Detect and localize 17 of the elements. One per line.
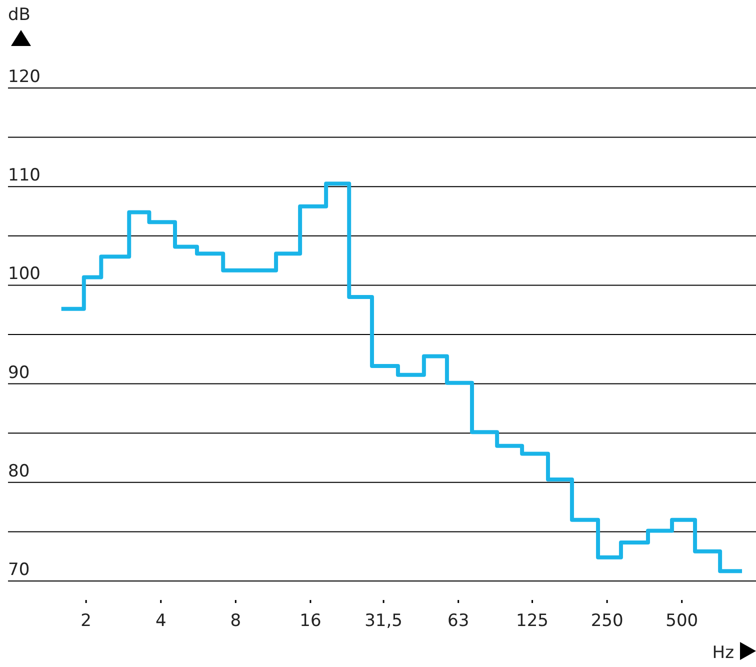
y-tick-label: 120 [8,67,40,87]
y-tick-label: 100 [8,264,40,284]
x-tick-label: 8 [230,611,242,631]
x-tick-label: 2 [80,611,92,631]
x-tick-label: 500 [666,611,698,631]
x-tick-label: 250 [590,611,624,631]
x-tick-label: 31,5 [364,611,402,631]
y-tick-label: 110 [8,166,40,186]
y-tick-label: 90 [8,362,30,383]
x-tick-label: 125 [516,611,548,631]
y-tick-label: 80 [8,461,30,482]
y-axis-title: dB [8,5,30,25]
x-tick-label: 4 [155,611,166,631]
x-axis-title: Hz [712,643,734,663]
x-tick-label: 16 [300,611,322,631]
y-tick-label: 70 [8,560,30,580]
x-tick-label: 63 [448,611,470,631]
